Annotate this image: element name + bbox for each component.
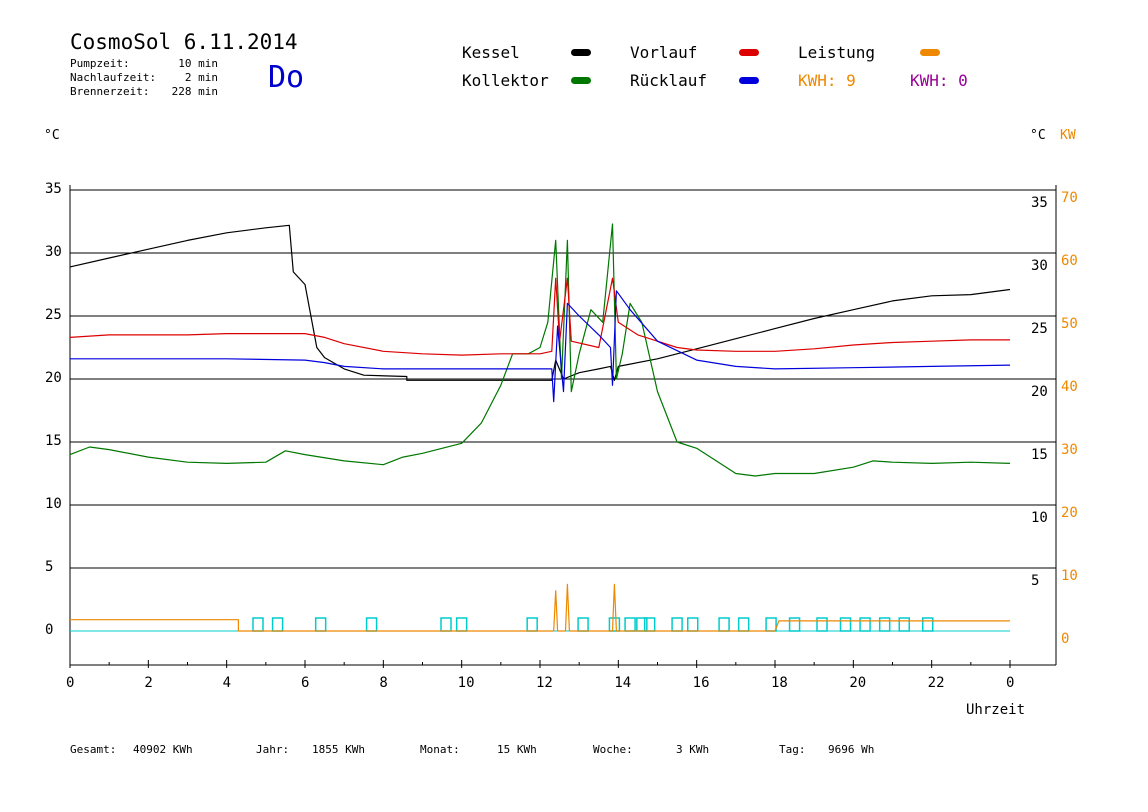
y-tick-label-left: 5 [45, 559, 53, 575]
burner-mark [898, 617, 910, 632]
right-axis-unit-kw: KW [1060, 128, 1076, 143]
info-label-nachlaufzeit: Nachlaufzeit: [70, 71, 157, 84]
series-line [69, 277, 1010, 356]
right-axis-unit-c: °C [1030, 128, 1046, 143]
x-tick-label: 10 [458, 675, 475, 691]
y-tick-label-right-kw: 20 [1061, 505, 1078, 521]
y-tick-label-right-kw: 0 [1061, 631, 1069, 647]
footer-monat-value: 15 KWh [497, 743, 537, 756]
x-tick-label: 0 [1006, 675, 1014, 691]
y-tick-label-right-kw: 50 [1061, 316, 1078, 332]
x-tick-label: 8 [379, 675, 387, 691]
x-tick-label: 14 [614, 675, 631, 691]
y-tick-label-right-c: 5 [1031, 573, 1039, 589]
footer-tag-value: 9696 Wh [828, 743, 875, 756]
x-tick-label: 0 [66, 675, 74, 691]
legend-swatch-kessel [571, 49, 591, 56]
series-line [69, 224, 1011, 381]
weekday-label: Do [268, 60, 305, 95]
x-tick-label: 12 [536, 675, 553, 691]
y-tick-label-right-kw: 10 [1061, 568, 1078, 584]
x-tick-label: 2 [144, 675, 152, 691]
burner-mark [839, 617, 852, 632]
info-label-pumpzeit: Pumpzeit: [70, 57, 130, 70]
series-line [69, 223, 1011, 477]
y-tick-label-right-kw: 60 [1061, 253, 1078, 269]
y-tick-label-right-c: 35 [1031, 195, 1048, 211]
series-line [70, 290, 1011, 403]
kwh-solar-label: KWH: 9 [798, 71, 856, 90]
burner-mark [859, 617, 871, 632]
footer-jahr-label: Jahr: [256, 743, 290, 756]
y-tick-label-right-kw: 30 [1061, 442, 1078, 458]
burner-mark [577, 617, 589, 632]
y-tick-label-left: 35 [45, 181, 62, 197]
legend-label-kollektor: Kollektor [462, 71, 549, 90]
burner-mark [314, 617, 327, 632]
info-value-brennerzeit: 228 min [171, 85, 218, 98]
y-tick-label-left: 20 [45, 370, 62, 386]
legend-swatch-kollektor [571, 77, 591, 84]
x-tick-label: 22 [928, 675, 945, 691]
burner-mark [922, 617, 934, 632]
legend-label-leistung: Leistung [798, 43, 876, 62]
footer-woche-label: Woche: [593, 743, 633, 756]
burner-mark [718, 617, 730, 632]
footer-gesamt-label: Gesamt: [70, 743, 117, 756]
y-tick-label-left: 10 [45, 496, 62, 512]
left-axis-unit: °C [44, 128, 60, 143]
y-tick-label-right-kw: 70 [1061, 190, 1078, 206]
info-value-nachlaufzeit: 2 min [184, 71, 218, 84]
x-tick-label: 6 [301, 675, 309, 691]
info-label-brennerzeit: Brennerzeit: [70, 85, 150, 98]
x-tick-label: 18 [771, 675, 788, 691]
info-value-pumpzeit: 10 min [178, 57, 218, 70]
burner-mark [455, 617, 468, 632]
legend-swatch-vorlauf [739, 49, 759, 56]
burner-mark [878, 617, 891, 632]
y-tick-label-right-c: 10 [1031, 510, 1048, 526]
chart-title: CosmoSol 6.11.2014 [70, 30, 298, 54]
burner-mark [252, 617, 264, 632]
burner-mark [271, 617, 284, 632]
burner-mark [608, 617, 621, 632]
footer-tag-label: Tag: [779, 743, 806, 756]
y-tick-label-right-c: 20 [1031, 384, 1048, 400]
x-tick-label: 20 [849, 675, 866, 691]
legend-swatch-ruecklauf [739, 77, 759, 84]
burner-mark [526, 617, 538, 632]
footer-jahr-value: 1855 KWh [312, 743, 365, 756]
y-tick-label-left: 15 [45, 433, 62, 449]
footer-monat-label: Monat: [420, 743, 460, 756]
burner-mark [624, 617, 636, 632]
y-tick-label-left: 0 [45, 622, 53, 638]
legend-label-ruecklauf: Rücklauf [630, 71, 708, 90]
legend-swatch-leistung [920, 49, 940, 56]
burner-mark [765, 617, 777, 632]
x-axis-label: Uhrzeit [966, 702, 1026, 718]
series-line [70, 583, 1010, 632]
x-tick-label: 16 [693, 675, 710, 691]
footer-woche-value: 3 KWh [676, 743, 710, 756]
burner-mark [440, 617, 452, 632]
burner-mark [365, 617, 378, 632]
burner-mark [816, 617, 828, 632]
burner-mark [671, 617, 683, 632]
y-tick-label-right-kw: 40 [1061, 379, 1078, 395]
legend-label-kessel: Kessel [462, 43, 520, 62]
y-tick-label-right-c: 30 [1031, 258, 1048, 274]
y-tick-label-right-c: 15 [1031, 447, 1048, 463]
legend-label-vorlauf: Vorlauf [630, 43, 698, 62]
kwh-burner-label: KWH: 0 [910, 71, 968, 90]
burner-mark [737, 617, 750, 632]
y-tick-label-left: 25 [45, 307, 62, 323]
x-tick-label: 4 [223, 675, 231, 691]
y-tick-label-left: 30 [45, 244, 62, 260]
y-tick-label-right-c: 25 [1031, 321, 1048, 337]
footer-gesamt-value: 40902 KWh [133, 743, 193, 756]
burner-mark [687, 617, 699, 632]
burner-mark [788, 617, 801, 632]
